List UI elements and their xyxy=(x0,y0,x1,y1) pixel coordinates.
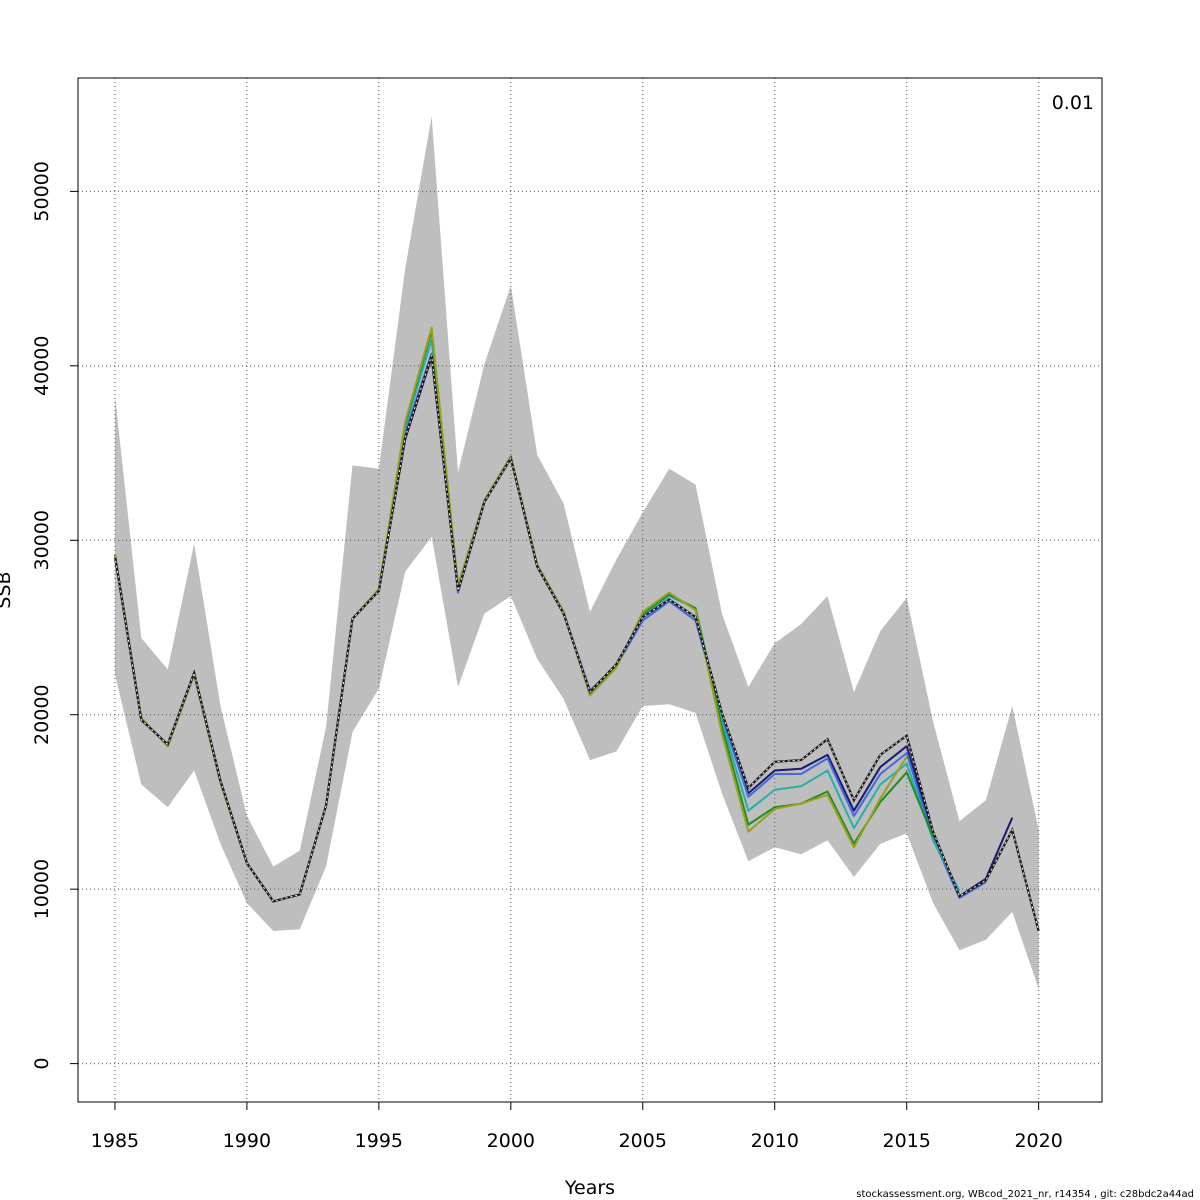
y-tick-label: 10000 xyxy=(31,859,53,919)
series-lines xyxy=(113,326,1040,932)
confidence-band-area xyxy=(114,116,1039,989)
y-axis: 0 10000 20000 30000 40000 50000 xyxy=(31,161,78,1070)
x-tick-label: 2020 xyxy=(1014,1130,1062,1152)
x-tick-label: 1985 xyxy=(91,1130,139,1152)
x-tick-label: 2005 xyxy=(619,1130,667,1152)
x-tick-label: 2015 xyxy=(883,1130,931,1152)
grid xyxy=(78,78,1102,1102)
series-line-reference-dash xyxy=(114,355,1040,932)
corner-label: 0.01 xyxy=(1052,92,1094,114)
x-tick-label: 2010 xyxy=(751,1130,799,1152)
y-tick-label: 40000 xyxy=(31,336,53,396)
x-axis-title: Years xyxy=(564,1177,615,1199)
y-axis-title: SSB xyxy=(0,571,15,608)
x-tick-label: 2000 xyxy=(487,1130,535,1152)
confidence-band xyxy=(114,116,1039,989)
x-tick-label: 1995 xyxy=(355,1130,403,1152)
y-tick-label: 50000 xyxy=(31,161,53,221)
plot-frame xyxy=(77,77,1103,1103)
x-tick-label: 1990 xyxy=(223,1130,271,1152)
y-tick-label: 0 xyxy=(31,1058,53,1070)
y-tick-label: 30000 xyxy=(31,510,53,570)
y-tick-label: 20000 xyxy=(31,685,53,745)
footer-note: stockassessment.org, WBcod_2021_nr, r143… xyxy=(856,1189,1194,1200)
x-axis: 1985 1990 1995 2000 2005 2010 2015 2020 xyxy=(91,1102,1063,1152)
